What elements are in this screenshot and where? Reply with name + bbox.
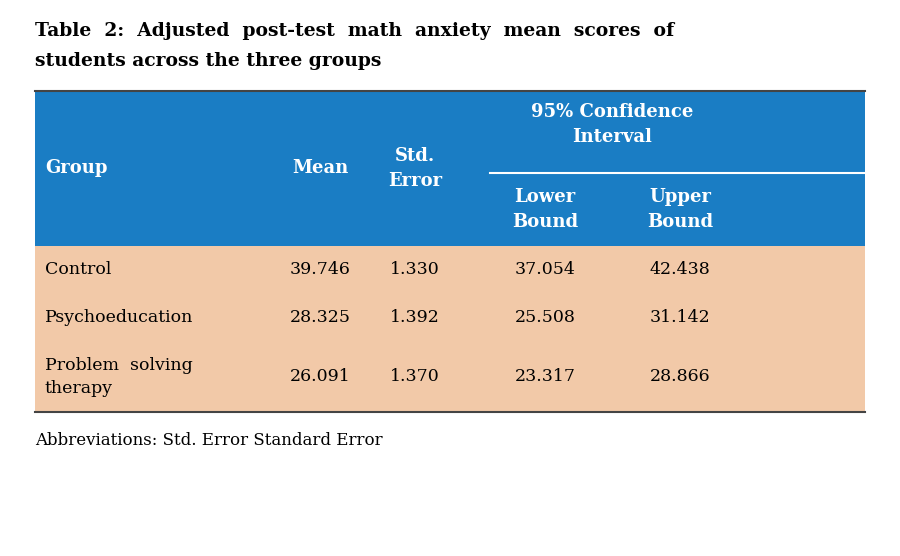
Text: students across the three groups: students across the three groups	[35, 52, 382, 70]
Text: 25.508: 25.508	[515, 310, 575, 326]
Text: 28.325: 28.325	[290, 310, 350, 326]
Text: 28.866: 28.866	[650, 369, 710, 385]
Text: 39.746: 39.746	[290, 261, 350, 279]
Bar	[35, 91, 865, 246]
Text: Lower
Bound: Lower Bound	[512, 188, 578, 231]
Text: 95% Confidence
Interval: 95% Confidence Interval	[531, 103, 694, 146]
Text: 42.438: 42.438	[650, 261, 710, 279]
Text: 23.317: 23.317	[515, 369, 575, 385]
Text: Abbreviations: Std. Error Standard Error: Abbreviations: Std. Error Standard Error	[35, 432, 383, 449]
Bar	[35, 294, 865, 342]
Text: Group: Group	[45, 160, 107, 177]
Text: 1.392: 1.392	[390, 310, 440, 326]
Text: 31.142: 31.142	[650, 310, 710, 326]
Text: Problem  solving
therapy: Problem solving therapy	[45, 358, 193, 396]
Text: 37.054: 37.054	[515, 261, 575, 279]
Text: Mean: Mean	[292, 160, 348, 177]
Bar	[35, 246, 865, 294]
Text: 1.330: 1.330	[390, 261, 440, 279]
Bar	[35, 342, 865, 412]
Text: Upper
Bound: Upper Bound	[647, 188, 713, 231]
Text: 26.091: 26.091	[290, 369, 350, 385]
Text: Control: Control	[45, 261, 112, 279]
Text: Table  2:  Adjusted  post-test  math  anxiety  mean  scores  of: Table 2: Adjusted post-test math anxiety…	[35, 22, 674, 40]
Text: 1.370: 1.370	[390, 369, 440, 385]
Text: Std.
Error: Std. Error	[388, 147, 442, 190]
Text: Psychoeducation: Psychoeducation	[45, 310, 193, 326]
